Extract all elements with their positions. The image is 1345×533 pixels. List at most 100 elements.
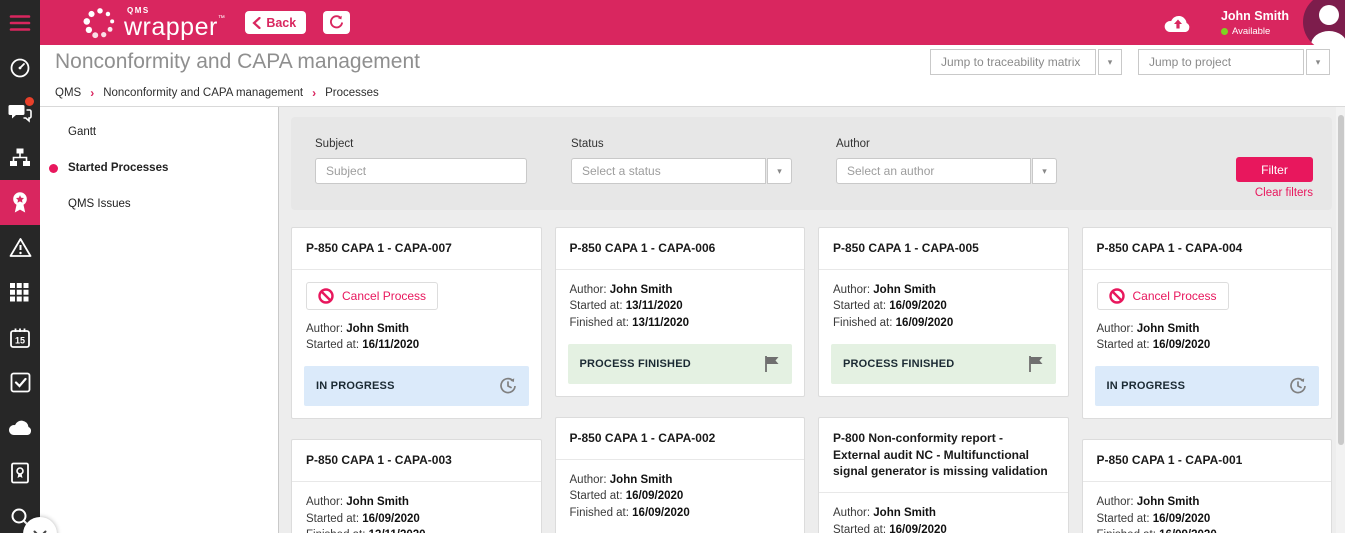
cancel-process-label: Cancel Process <box>1133 289 1217 303</box>
active-dot-icon <box>49 164 58 173</box>
flag-icon <box>763 355 780 373</box>
person-icon <box>1303 0 1345 45</box>
process-card: P-850 CAPA 1 - CAPA-006Author: John Smit… <box>555 227 806 397</box>
author-value: John Smith <box>346 496 409 508</box>
started-at-value: 16/09/2020 <box>626 490 684 502</box>
clear-filters-link[interactable]: Clear filters <box>1255 187 1313 199</box>
started-at-value: 16/09/2020 <box>1153 339 1211 351</box>
back-button[interactable]: Back <box>245 11 306 34</box>
started-at-value: 16/09/2020 <box>362 513 420 525</box>
sidebar-item-apps-grid[interactable] <box>0 270 40 315</box>
author: Author: John Smith <box>306 494 527 511</box>
scrollbar-thumb[interactable] <box>1338 115 1344 445</box>
finished-at-value: 13/11/2020 <box>632 317 689 329</box>
filter-panel: Subject Status Select a status ▾ Author … <box>291 117 1332 210</box>
jump-to-traceability-combo[interactable]: Jump to traceability matrix ▾ <box>930 49 1122 75</box>
filter-button[interactable]: Filter <box>1236 157 1313 182</box>
started-at-value: 16/09/2020 <box>889 524 947 533</box>
card-column: P-850 CAPA 1 - CAPA-006Author: John Smit… <box>555 227 806 533</box>
logo-dots-icon <box>82 5 118 41</box>
combo-arrow-button[interactable]: ▾ <box>1306 49 1330 75</box>
finished-at: Finished at: 16/09/2020 <box>833 315 1054 332</box>
cloud-upload-button[interactable] <box>1163 12 1193 34</box>
refresh-button[interactable] <box>323 11 350 34</box>
cancel-process-button[interactable]: Cancel Process <box>306 282 438 310</box>
calendar-icon: 15 <box>9 327 31 349</box>
started-at: Started at: 16/09/2020 <box>833 298 1054 315</box>
process-card: P-800 Non-conformity report - External a… <box>818 417 1069 533</box>
sidebar-item-org-chart[interactable] <box>0 135 40 180</box>
started-at: Started at: 16/09/2020 <box>306 511 527 528</box>
breadcrumb-item[interactable]: Processes <box>325 87 379 99</box>
quality-award-icon <box>9 191 31 214</box>
author-label: Author: <box>833 284 870 296</box>
finished-at: Finished at: 13/11/2020 <box>570 315 791 332</box>
status-select-value[interactable]: Select a status <box>571 158 766 184</box>
user-menu[interactable]: John Smith Available <box>1221 9 1289 37</box>
status-badge: IN PROGRESS <box>1095 366 1320 406</box>
sidebar-item-chat[interactable] <box>0 90 40 135</box>
status-select-arrow[interactable]: ▾ <box>767 158 792 184</box>
jump-to-project-value[interactable]: Jump to project <box>1138 49 1304 75</box>
subnav-item-label: Started Processes <box>68 162 168 174</box>
combo-arrow-button[interactable]: ▾ <box>1098 49 1122 75</box>
author-select-value[interactable]: Select an author <box>836 158 1031 184</box>
finished-at-label: Finished at: <box>570 317 629 329</box>
jump-to-project-combo[interactable]: Jump to project ▾ <box>1138 49 1330 75</box>
cancel-process-button[interactable]: Cancel Process <box>1097 282 1229 310</box>
author-label: Author: <box>1097 496 1134 508</box>
started-at: Started at: 16/09/2020 <box>833 522 1054 533</box>
started-at-label: Started at: <box>833 300 886 312</box>
process-card-body: Author: John SmithStarted at: 16/09/2020… <box>819 270 1068 332</box>
breadcrumb-item[interactable]: Nonconformity and CAPA management <box>103 87 303 99</box>
author-select-arrow[interactable]: ▾ <box>1032 158 1057 184</box>
sidebar-item-qms-issues[interactable]: QMS Issues <box>40 186 278 222</box>
author-label: Author <box>836 138 1057 150</box>
org-chart-icon <box>9 147 31 168</box>
finished-at-label: Finished at: <box>570 507 629 519</box>
process-card: P-850 CAPA 1 - CAPA-005Author: John Smit… <box>818 227 1069 397</box>
subject-input[interactable] <box>315 158 527 184</box>
warning-icon <box>9 237 32 258</box>
certificate-icon <box>10 462 30 484</box>
sidebar-item-calendar[interactable]: 15 <box>0 315 40 360</box>
author: Author: John Smith <box>833 282 1054 299</box>
sidebar-item-started-processes[interactable]: Started Processes <box>40 150 278 186</box>
qmswrapper-logo[interactable]: QMS wrapper™ <box>82 5 225 41</box>
finished-at-label: Finished at: <box>306 529 365 533</box>
started-at: Started at: 16/09/2020 <box>570 488 791 505</box>
sidebar-item-menu[interactable] <box>0 0 40 45</box>
scrollbar <box>1336 107 1345 533</box>
started-at: Started at: 16/11/2020 <box>306 337 527 354</box>
breadcrumb-item[interactable]: QMS <box>55 87 81 99</box>
sidebar-item-certificate[interactable] <box>0 450 40 495</box>
sidebar-item-dashboard-gauge[interactable] <box>0 45 40 90</box>
status-badge: PROCESS FINISHED <box>831 344 1056 384</box>
author-select[interactable]: Select an author ▾ <box>836 158 1057 184</box>
avatar[interactable] <box>1303 0 1345 45</box>
sidebar-item-gantt[interactable]: Gantt <box>40 114 278 150</box>
header-combos: Jump to traceability matrix ▾ Jump to pr… <box>930 49 1330 75</box>
author: Author: John Smith <box>833 505 1054 522</box>
author: Author: John Smith <box>1097 494 1318 511</box>
cancel-icon <box>1109 288 1125 304</box>
page-title: Nonconformity and CAPA management <box>55 50 420 74</box>
icon-rail: 15 <box>0 0 40 533</box>
status-label: PROCESS FINISHED <box>843 358 954 370</box>
dashboard-gauge-icon <box>9 57 31 79</box>
status-select[interactable]: Select a status ▾ <box>571 158 792 184</box>
author-label: Author: <box>570 474 607 486</box>
apps-grid-icon <box>10 283 30 303</box>
process-card: P-850 CAPA 1 - CAPA-002Author: John Smit… <box>555 417 806 533</box>
sidebar-item-quality-award[interactable] <box>0 180 40 225</box>
subject-label: Subject <box>315 138 527 150</box>
process-card: P-850 CAPA 1 - CAPA-001Author: John Smit… <box>1082 439 1333 533</box>
finished-at-value: 16/09/2020 <box>632 507 690 519</box>
sidebar-item-warning[interactable] <box>0 225 40 270</box>
svg-text:15: 15 <box>15 335 25 345</box>
jump-to-traceability-value[interactable]: Jump to traceability matrix <box>930 49 1096 75</box>
started-at-value: 13/11/2020 <box>626 300 683 312</box>
sidebar-item-cloud[interactable] <box>0 405 40 450</box>
sidebar-item-tasks-checkbox[interactable] <box>0 360 40 405</box>
author-value: John Smith <box>610 474 673 486</box>
